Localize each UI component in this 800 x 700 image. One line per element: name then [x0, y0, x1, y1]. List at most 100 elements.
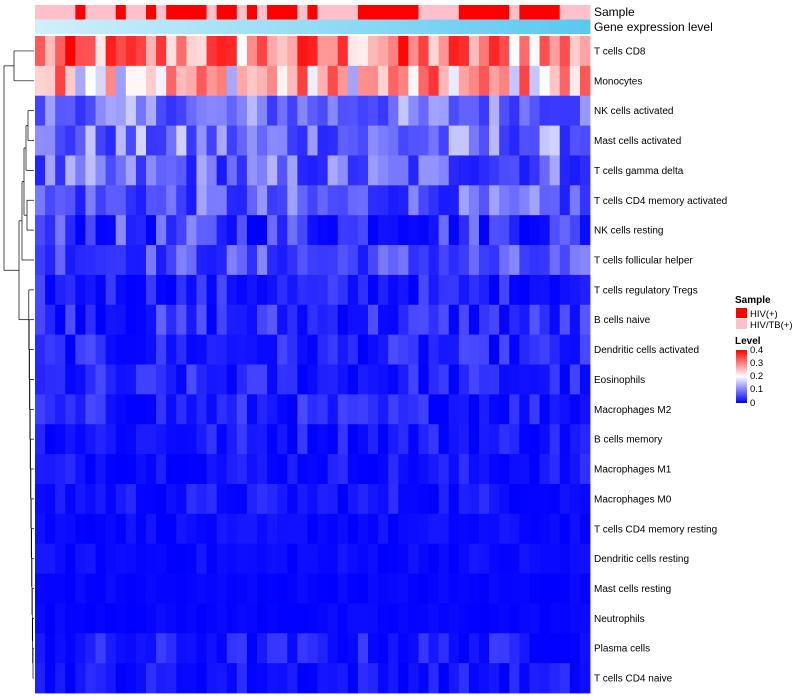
expression-annotation-cell: [569, 19, 581, 34]
heatmap-cell: [156, 245, 167, 276]
heatmap-cell: [115, 394, 127, 425]
heatmap-cell: [559, 185, 571, 216]
heatmap-cell: [579, 513, 591, 545]
heatmap-cell: [368, 65, 379, 97]
sample-annotation-cell: [327, 5, 339, 20]
heatmap-cell: [146, 155, 157, 186]
heatmap-cells: [35, 36, 591, 694]
heatmap-cell: [519, 36, 530, 67]
heatmap-cell: [519, 633, 530, 664]
heatmap-cell: [529, 36, 540, 67]
heatmap-cell: [216, 274, 228, 306]
heatmap-cell: [357, 394, 369, 425]
heatmap-cell: [378, 633, 389, 664]
heatmap-cell: [115, 245, 127, 276]
heatmap-cell: [509, 125, 520, 156]
heatmap-cell: [509, 95, 520, 126]
expression-annotation-cell: [196, 19, 207, 34]
sample-annotation-cell: [105, 5, 117, 20]
heatmap-cell: [277, 633, 288, 664]
heatmap-cell: [357, 483, 369, 515]
heatmap-cell: [327, 663, 339, 694]
expression-annotation-cell: [45, 19, 56, 34]
heatmap-cell: [55, 454, 66, 485]
heatmap-cell: [378, 95, 389, 126]
heatmap-cell: [156, 65, 167, 97]
heatmap-cell: [95, 245, 107, 276]
heatmap-cell: [277, 185, 288, 216]
heatmap-cell: [75, 304, 86, 336]
heatmap-cell: [156, 543, 167, 574]
heatmap-cell: [176, 65, 187, 97]
heatmap-cell: [55, 663, 66, 694]
heatmap-cell: [549, 274, 561, 306]
heatmap-cell: [529, 65, 540, 97]
sample-annotation-cell: [85, 5, 96, 20]
heatmap-cell: [479, 304, 490, 336]
heatmap-cell: [166, 274, 177, 306]
heatmap-cell: [468, 125, 480, 156]
heatmap-cell: [559, 663, 571, 694]
heatmap-cell: [216, 513, 228, 545]
heatmap-cell: [499, 125, 510, 156]
heatmap-cell: [146, 245, 157, 276]
heatmap-cell: [428, 513, 440, 545]
heatmap-cell: [277, 95, 288, 126]
heatmap-cell: [519, 394, 530, 425]
heatmap-cell: [418, 185, 429, 216]
heatmap-cell: [226, 483, 238, 515]
heatmap-cell: [579, 36, 591, 67]
heatmap-cell: [246, 95, 258, 126]
heatmap-cell: [479, 394, 490, 425]
sample-annotation-cell: [267, 5, 278, 20]
heatmap-cell: [277, 543, 288, 574]
heatmap-cell: [357, 215, 369, 246]
heatmap-cell: [438, 304, 450, 336]
heatmap-cell: [206, 36, 218, 67]
heatmap-cell: [65, 573, 76, 604]
row-label: Dendritic cells activated: [594, 345, 699, 356]
heatmap-cell: [539, 125, 551, 156]
heatmap-cell: [135, 663, 147, 694]
heatmap-cell: [45, 483, 56, 515]
heatmap-cell: [75, 155, 86, 186]
sample-annotation-cell: [55, 5, 66, 20]
heatmap-cell: [388, 603, 399, 634]
heatmap-cell: [115, 513, 127, 545]
heatmap-cell: [206, 245, 218, 276]
heatmap-cell: [388, 334, 399, 365]
heatmap-cell: [216, 424, 228, 455]
heatmap-cell: [196, 36, 207, 67]
heatmap-cell: [418, 483, 429, 515]
heatmap-cell: [146, 95, 157, 126]
heatmap-cell: [65, 663, 76, 694]
heatmap-cell: [529, 245, 540, 276]
heatmap-cell: [65, 36, 76, 67]
expression-annotation-cell: [519, 19, 530, 34]
heatmap-cell: [579, 543, 591, 574]
heatmap-cell: [398, 36, 409, 67]
heatmap-cell: [489, 65, 500, 97]
sample-annotation-cell: [438, 5, 450, 20]
heatmap-cell: [156, 155, 167, 186]
heatmap-cell: [176, 603, 187, 634]
heatmap-cell: [529, 334, 540, 365]
expression-annotation-cell: [438, 19, 450, 34]
heatmap-cell: [448, 543, 460, 574]
heatmap-cell: [569, 424, 581, 455]
heatmap-cell: [125, 424, 137, 455]
heatmap-cell: [307, 454, 318, 485]
heatmap-cell: [357, 245, 369, 276]
heatmap-cell: [337, 513, 349, 545]
heatmap-cell: [75, 573, 86, 604]
heatmap-cell: [378, 543, 389, 574]
heatmap-cell: [428, 245, 440, 276]
heatmap-cell: [257, 454, 268, 485]
heatmap-cell: [448, 185, 460, 216]
heatmap-cell: [176, 483, 187, 515]
sample-annotation-cell: [388, 5, 399, 20]
heatmap-cell: [176, 155, 187, 186]
heatmap-cell: [277, 454, 288, 485]
heatmap-cell: [337, 125, 349, 156]
heatmap-cell: [65, 245, 76, 276]
